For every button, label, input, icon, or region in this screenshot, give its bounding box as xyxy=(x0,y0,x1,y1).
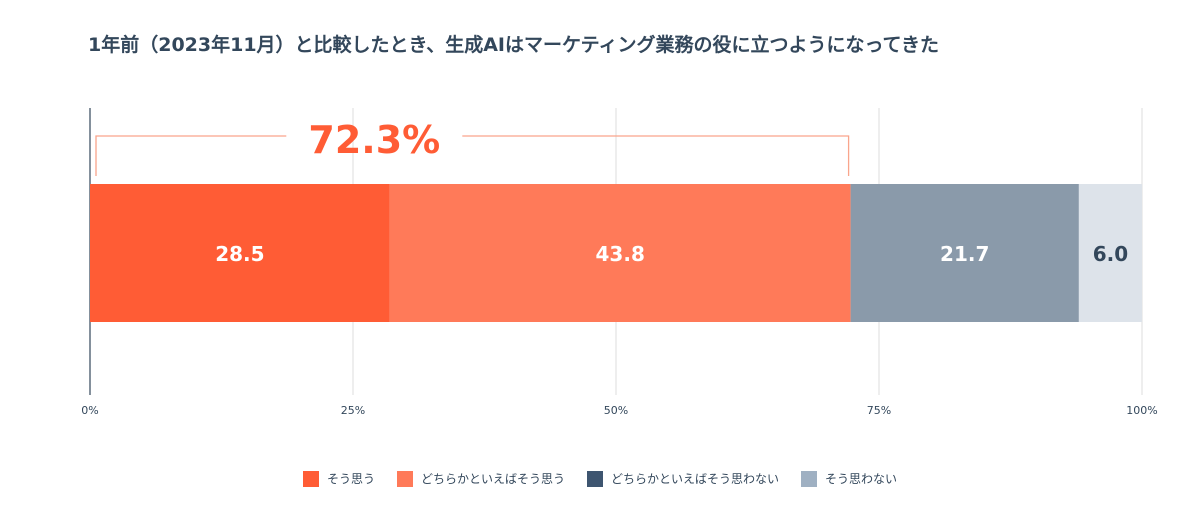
x-tick-label-50: 50% xyxy=(604,404,628,417)
legend-label-1: そう思う xyxy=(326,472,375,486)
bar-segment-4 xyxy=(1078,184,1142,322)
legend-swatch-1 xyxy=(302,470,319,487)
annotation-bracket xyxy=(95,135,850,176)
x-tick-label-25: 25% xyxy=(341,404,365,417)
legend-label-2: どちらかといえばそう思う xyxy=(420,472,565,486)
annotation-label: 72.3% xyxy=(308,118,440,162)
x-tick-label-0: 0% xyxy=(81,404,98,417)
legend-label-3: どちらかといえばそう思わない xyxy=(611,472,780,486)
legend-label-4: そう思わない xyxy=(825,472,898,486)
x-tick-label-100: 100% xyxy=(1126,404,1157,417)
legend-item-1: そう思う xyxy=(302,470,375,487)
bar-segment-2 xyxy=(389,184,851,322)
data-label-4: 6.0 xyxy=(1093,242,1128,266)
legend-swatch-4 xyxy=(801,470,818,487)
data-label-3: 21.7 xyxy=(940,242,989,266)
bar-segment-3 xyxy=(850,184,1079,322)
chart-title: 1年前（2023年11月）と比較したとき、生成AIはマーケティング業務の役に立つ… xyxy=(88,34,939,56)
x-tick-label-75: 75% xyxy=(867,404,891,417)
data-label-2: 43.8 xyxy=(596,242,645,266)
bar-segment-1 xyxy=(90,184,390,322)
chart-legend: そう思う どちらかといえばそう思う どちらかといえばそう思わない そう思わない xyxy=(0,470,1200,487)
data-label-1: 28.5 xyxy=(215,242,264,266)
legend-item-2: どちらかといえばそう思う xyxy=(396,470,565,487)
legend-item-4: そう思わない xyxy=(801,470,897,487)
legend-swatch-2 xyxy=(396,470,413,487)
legend-swatch-3 xyxy=(587,470,603,487)
legend-item-3: どちらかといえばそう思わない xyxy=(587,470,779,487)
